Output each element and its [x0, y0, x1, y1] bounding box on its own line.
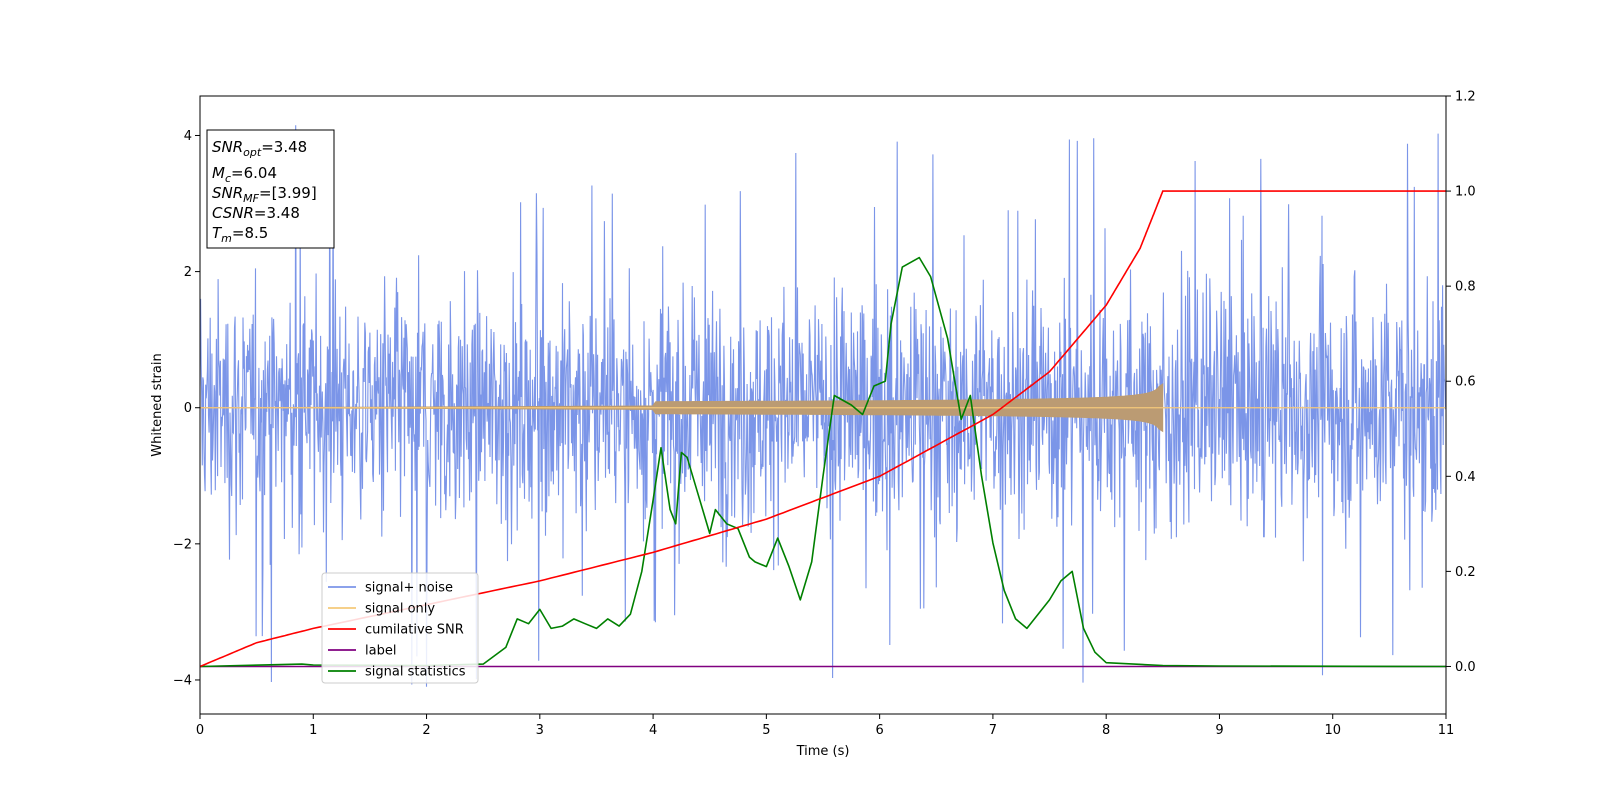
legend-label: signal statistics	[365, 665, 466, 680]
info-mc: Mc=6.04	[212, 164, 277, 185]
legend-item: signal only	[328, 602, 435, 617]
x-tick-label: 9	[1215, 723, 1223, 738]
x-tick-label: 3	[536, 723, 544, 738]
y-tick-label: 2	[184, 265, 192, 280]
legend-label: cumilative SNR	[365, 623, 464, 638]
legend-item: label	[328, 644, 396, 659]
x-tick-label: 6	[875, 723, 883, 738]
x-tick-label: 8	[1102, 723, 1110, 738]
legend-label: signal+ noise	[365, 581, 453, 596]
y2-tick-label: 0.4	[1455, 470, 1476, 485]
x-tick-label: 4	[649, 723, 657, 738]
y2-tick-label: 0.2	[1455, 565, 1476, 580]
plot-frame	[199, 95, 1447, 715]
x-axis-label: Time (s)	[796, 744, 850, 759]
legend-item: cumilative SNR	[328, 623, 464, 638]
y-tick-label: −4	[173, 673, 192, 688]
x-tick-label: 0	[196, 723, 204, 738]
info-snr-mf: SNRMF=[3.99]	[212, 184, 317, 205]
legend: signal+ noise signal only cumilative SNR la…	[321, 572, 479, 684]
y2-tick-label: 0.0	[1455, 660, 1476, 675]
y-tick-label: −2	[173, 537, 192, 552]
x-tick-label: 10	[1324, 723, 1341, 738]
legend-label: label	[365, 644, 396, 659]
y-tick-label: 4	[184, 129, 192, 144]
y2-tick-label: 1.0	[1455, 185, 1476, 200]
axes-layer: 0 1 2 3 4 5 6 7 8 9 10 11 −4 −2 0 2 4 0.0 0.2 0.4 0.6 0.8 1.0 1…	[173, 90, 1476, 739]
x-tick-label: 7	[989, 723, 997, 738]
x-tick-label: 2	[422, 723, 430, 738]
y-tick-label: 0	[184, 401, 192, 416]
x-tick-label: 1	[309, 723, 317, 738]
y2-tick-label: 0.8	[1455, 280, 1476, 295]
info-csnr: CSNR=3.48	[212, 204, 300, 222]
legend-label: signal only	[365, 602, 435, 617]
legend-item: signal+ noise	[328, 581, 453, 596]
legend-box	[321, 572, 479, 684]
info-tm: Tm=8.5	[212, 224, 268, 245]
info-box: SNRopt=3.48 Mc=6.04 SNRMF=[3.99] CSNR=3.…	[206, 129, 335, 249]
y2-tick-label: 1.2	[1455, 90, 1476, 105]
legend-item: signal statistics	[328, 665, 466, 680]
series-signal-statistics	[200, 256, 1446, 668]
y-axis-label: Whitened strain	[150, 353, 165, 456]
x-tick-label: 11	[1438, 723, 1455, 738]
info-snr-opt: SNRopt=3.48	[212, 138, 307, 159]
x-tick-label: 5	[762, 723, 770, 738]
y2-tick-label: 0.6	[1455, 375, 1476, 390]
